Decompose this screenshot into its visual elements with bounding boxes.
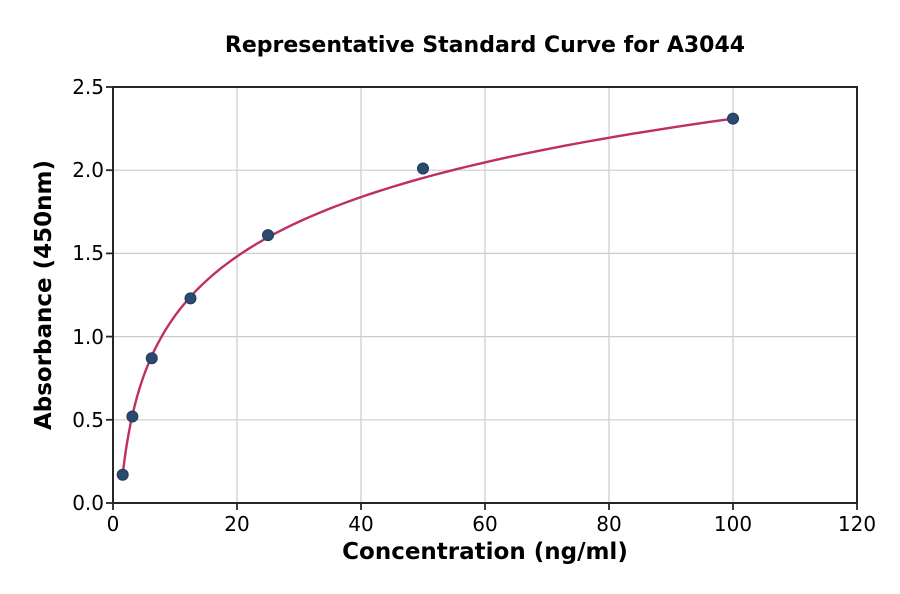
y-tick-label: 0.5	[72, 407, 104, 432]
data-point	[145, 352, 158, 365]
y-tick-label: 0.0	[72, 491, 104, 515]
data-point	[126, 410, 139, 423]
x-tick-label: 100	[713, 512, 753, 536]
plot-border	[112, 86, 858, 504]
y-tick-label: 2.0	[72, 158, 104, 183]
x-tick-label: 80	[596, 512, 622, 536]
y-tick-label: 1.5	[72, 241, 104, 266]
x-tick-label: 120	[837, 512, 877, 536]
chart-title: Representative Standard Curve for A3044	[224, 33, 746, 58]
x-tick-label: 20	[224, 512, 250, 536]
y-tick-label: 1.0	[72, 324, 104, 349]
x-axis-label: Concentration (ng/ml)	[342, 539, 628, 565]
data-point	[116, 468, 129, 481]
y-axis-label: Absorbance (450nm)	[31, 159, 57, 431]
data-point	[262, 229, 274, 242]
x-tick-label: 0	[106, 512, 120, 536]
data-point	[727, 112, 739, 125]
x-tick-label: 60	[472, 512, 498, 536]
x-tick-label: 40	[348, 512, 374, 536]
y-tick-label: 2.5	[72, 75, 104, 99]
data-point	[184, 292, 197, 305]
data-point	[417, 162, 429, 175]
